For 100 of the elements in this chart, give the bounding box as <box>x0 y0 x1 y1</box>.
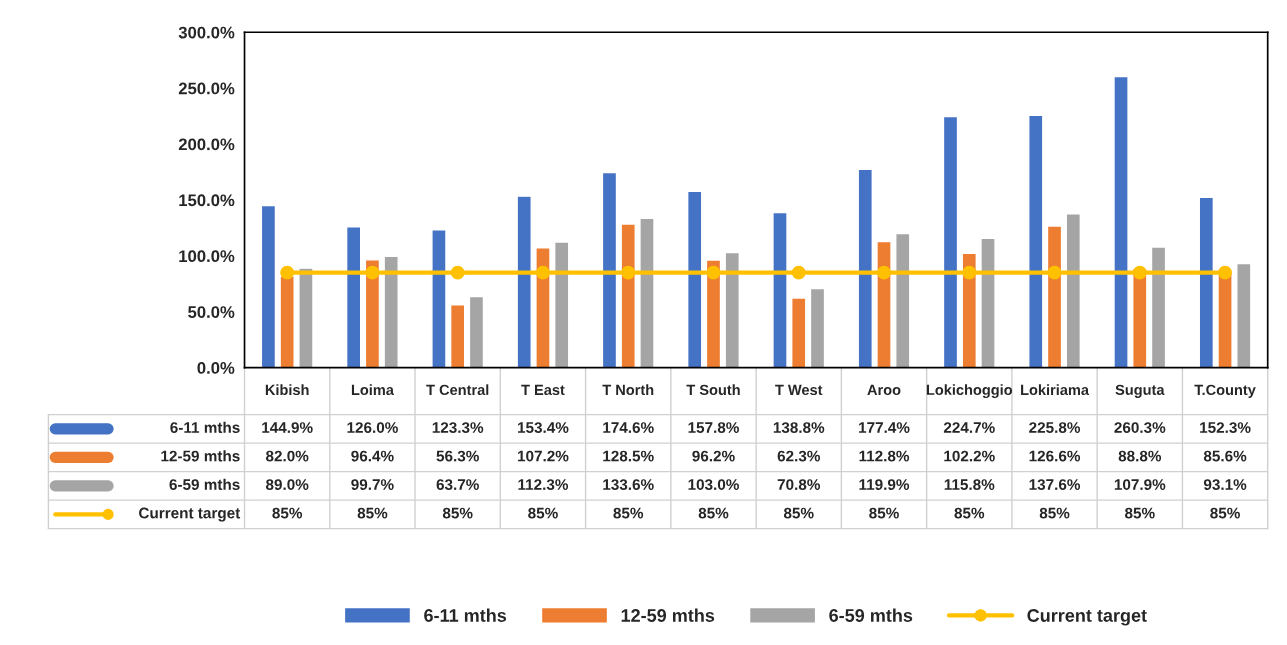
bar <box>553 241 570 368</box>
bar <box>601 171 618 368</box>
data-label: 85% <box>954 507 985 519</box>
bar <box>516 195 532 368</box>
x-tick-label: T.County <box>1194 384 1256 398</box>
data-label: 99.7% <box>351 479 394 490</box>
x-tick-label: Suguta <box>1115 384 1165 398</box>
bar <box>1113 75 1129 368</box>
x-tick-label: Lokiriama <box>1021 384 1090 396</box>
data-label: 85% <box>1039 507 1070 519</box>
data-label: 107.9% <box>1114 479 1166 490</box>
data-label: 85% <box>442 507 473 519</box>
data-label: 152.3% <box>1200 422 1251 433</box>
data-label: 85% <box>698 507 729 519</box>
data-label: 123.3% <box>432 422 484 433</box>
data-label: 56.3% <box>436 450 479 462</box>
bar <box>449 304 466 368</box>
legend-label: 6-59 mths <box>829 608 913 622</box>
data-label: 126.0% <box>347 422 398 433</box>
data-label: 96.4% <box>351 450 394 462</box>
bar <box>772 211 788 368</box>
bar <box>686 190 703 368</box>
x-tick-label: T West <box>775 384 823 396</box>
x-tick-label: T East <box>521 384 565 396</box>
legend-label: 6-11 mths <box>424 608 507 622</box>
bar <box>980 237 996 368</box>
data-label: 85% <box>613 507 644 519</box>
data-label: 107.2% <box>518 450 569 462</box>
y-tick-label: 250.0% <box>178 82 235 95</box>
text: 12-59 mths <box>161 450 240 462</box>
bar <box>705 259 722 368</box>
bar <box>724 251 740 368</box>
data-label: 85% <box>1125 507 1155 519</box>
bar <box>857 168 873 368</box>
legend-label: 12-59 mths <box>621 608 715 622</box>
data-label: 88.8% <box>1118 450 1162 462</box>
text: 6-59 mths <box>169 478 240 490</box>
bar <box>1028 114 1044 368</box>
data-label: 112.3% <box>518 479 569 490</box>
data-label: 85% <box>528 507 558 519</box>
data-label: 62.3% <box>777 450 820 462</box>
data-label: 85% <box>783 507 814 519</box>
y-tick-label: 150.0% <box>179 194 235 207</box>
data-label: 137.6% <box>1029 479 1081 490</box>
bar <box>809 287 826 368</box>
data-label: 128.5% <box>603 450 654 462</box>
x-tick-label: T South <box>686 384 740 396</box>
data-label: 144.9% <box>262 422 313 433</box>
data-label: 115.8% <box>944 479 995 490</box>
bar <box>345 226 362 368</box>
data-label: 85.6% <box>1203 450 1247 462</box>
bar <box>895 232 911 368</box>
bar <box>383 255 399 368</box>
x-tick-label: T Central <box>426 384 489 396</box>
x-tick-label: Kibish <box>265 384 309 396</box>
data-label: 85% <box>272 507 303 519</box>
bar <box>791 297 807 368</box>
bar <box>942 115 959 368</box>
data-label: 157.8% <box>688 422 739 433</box>
bar <box>1065 213 1082 368</box>
y-tick-label: 300.0% <box>178 26 235 39</box>
data-label: 63.7% <box>436 479 479 490</box>
bar <box>1236 262 1252 368</box>
data-label: 260.3% <box>1114 422 1166 433</box>
data-label: 85% <box>869 507 899 519</box>
bar <box>535 247 551 368</box>
bar <box>1046 225 1063 368</box>
data-label: 126.6% <box>1029 450 1081 462</box>
bar <box>1150 246 1167 368</box>
data-label: 225.8% <box>1029 422 1081 433</box>
data-label: 102.2% <box>944 450 995 462</box>
bar <box>876 240 892 368</box>
data-label: 85% <box>1210 507 1240 519</box>
data-label: 103.0% <box>688 479 739 490</box>
bar <box>1198 196 1215 368</box>
bar <box>1132 267 1148 368</box>
legend-label: Current target <box>139 507 241 522</box>
data-label: 133.6% <box>603 479 654 490</box>
data-label: 89.0% <box>265 479 309 490</box>
bar <box>431 229 447 368</box>
x-tick-label: T North <box>602 384 654 396</box>
y-tick-label: 50.0% <box>188 306 235 318</box>
data-label: 119.9% <box>859 479 910 490</box>
y-tick-label: 100.0% <box>179 250 235 263</box>
data-label: 93.1% <box>1203 479 1247 490</box>
data-label: 82.0% <box>265 450 309 462</box>
bar <box>639 217 655 368</box>
bar <box>961 252 978 368</box>
data-label: 177.4% <box>859 422 910 433</box>
bar <box>298 267 314 368</box>
bar <box>279 275 295 368</box>
bar <box>1217 271 1233 368</box>
x-tick-label: Aroo <box>867 384 901 396</box>
data-label: 70.8% <box>777 479 820 490</box>
bar <box>620 223 636 368</box>
data-label: 85% <box>357 507 388 519</box>
data-label: 224.7% <box>943 422 995 433</box>
text: Current target <box>1027 609 1147 626</box>
data-label: 153.4% <box>518 422 569 433</box>
text: 6-11 mths <box>170 421 240 433</box>
